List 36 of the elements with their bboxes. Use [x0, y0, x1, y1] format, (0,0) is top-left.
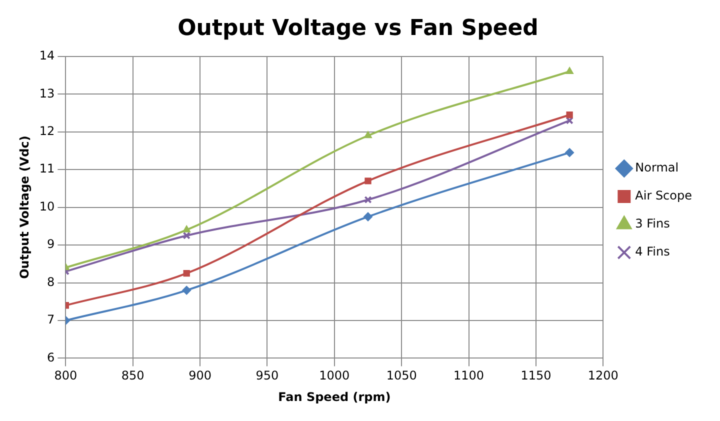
legend-label: 3 Fins: [635, 216, 670, 231]
legend-label: 4 Fins: [635, 244, 670, 259]
y-tick-label: 8: [47, 274, 55, 289]
point: [364, 212, 373, 222]
y-tick-label: 6: [47, 350, 55, 364]
y-tick-label: 14: [39, 48, 55, 63]
y-tick-label: 13: [39, 86, 55, 100]
x-tick-label: 1100: [454, 368, 484, 383]
point: [182, 286, 192, 295]
point: [364, 196, 372, 204]
x-tick-label: 800: [54, 368, 78, 383]
point: [364, 178, 372, 184]
x-tick-label: 850: [121, 368, 144, 383]
point: [566, 66, 574, 74]
y-tick-label: 11: [39, 162, 55, 176]
legend-label: Air Scope: [635, 188, 692, 203]
chart-title: Output Voltage vs Fan Speed: [178, 16, 538, 41]
point: [182, 225, 191, 232]
point: [183, 270, 190, 277]
y-tick-label: 9: [47, 237, 55, 252]
x-axis-title: Fan Speed (rpm): [278, 390, 391, 404]
x-tick-label: 1200: [588, 368, 618, 383]
y-tick-label: 12: [39, 124, 55, 138]
point: [182, 232, 190, 240]
legend-label: Normal: [635, 160, 679, 175]
x-tick-label: 1000: [319, 368, 350, 383]
y-tick-label: 7: [47, 312, 55, 327]
point: [566, 112, 573, 118]
x-tick-label: 1150: [520, 368, 552, 383]
y-axis-title: Output Voltage (Vdc): [17, 136, 32, 279]
point: [565, 148, 574, 158]
x-tick-label: 900: [188, 368, 212, 383]
x-tick-label: 950: [256, 368, 279, 383]
point: [364, 131, 372, 138]
x-tick-label: 1050: [386, 368, 417, 383]
y-tick-label: 10: [39, 199, 55, 214]
